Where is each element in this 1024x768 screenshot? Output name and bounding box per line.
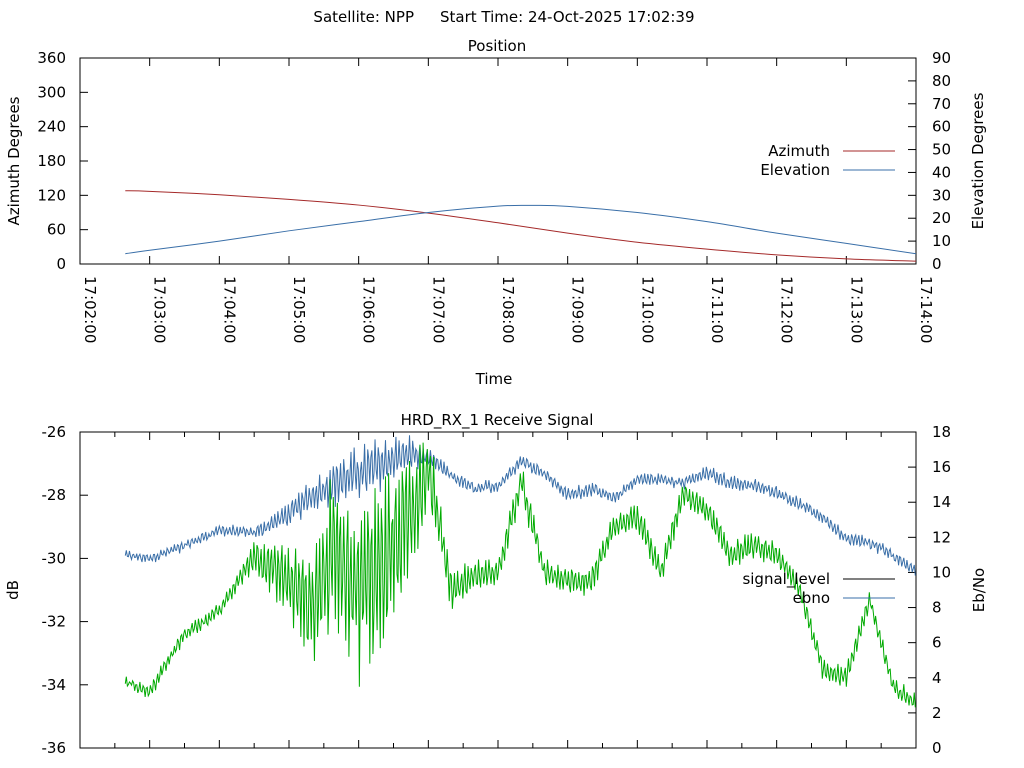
- legend-elevation-label: Elevation: [760, 161, 830, 179]
- db-ticks: -26 -28 -30 -32 -34 -36: [42, 423, 88, 757]
- signal-trace: [124, 435, 916, 576]
- start-time-label: Start Time: 24-Oct-2025 17:02:39: [440, 8, 695, 26]
- time-tick-label: 17:07:00: [429, 276, 447, 343]
- azimuth-tick-label: 180: [37, 152, 66, 170]
- time-tick-label: 17:13:00: [847, 276, 865, 343]
- legend-azimuth-label: Azimuth: [768, 142, 830, 160]
- ebno-tick-label: 18: [932, 423, 951, 441]
- receive-signal-chart: HRD_RX_1 Receive Signal dB Eb/No -26-28-…: [4, 411, 988, 757]
- time-axis-label: Time: [475, 370, 513, 388]
- ebno-ticks: 0 2 4 6 8 10 12 14 16 18: [908, 423, 951, 757]
- position-series: [125, 190, 917, 262]
- db-tick-label: -32: [42, 613, 67, 631]
- ebno-tick-label: 4: [932, 669, 942, 687]
- azimuth-tick-label: 300: [37, 83, 66, 101]
- time-tick-label: 17:09:00: [569, 276, 587, 343]
- receive-time-ticks: [79, 432, 917, 748]
- position-chart-title: Position: [468, 37, 526, 55]
- db-axis-label: dB: [4, 580, 22, 600]
- azimuth-tick-label: 60: [47, 221, 66, 239]
- time-tick-label: 17:02:00: [81, 276, 99, 343]
- elevation-tick-label: 80: [932, 72, 951, 90]
- elevation-tick-label: 70: [932, 95, 951, 113]
- azimuth-tick-label: 240: [37, 118, 66, 136]
- db-tick-label: -30: [42, 549, 67, 567]
- legend-signal-level-label: signal_level: [742, 570, 830, 589]
- satellite-label: Satellite: NPP: [313, 8, 414, 26]
- azimuth-line: [125, 190, 917, 262]
- ebno-axis-label: Eb/No: [970, 568, 988, 612]
- elevation-line: [125, 204, 917, 255]
- elevation-axis-label: Elevation Degrees: [969, 92, 987, 229]
- time-tick-label: 17:05:00: [290, 276, 308, 343]
- db-tick-label: -36: [42, 739, 67, 757]
- db-tick-label: -28: [42, 486, 67, 504]
- db-tick-label: -34: [42, 676, 67, 694]
- azimuth-axis-label: Azimuth Degrees: [5, 96, 23, 225]
- position-legend: Azimuth Elevation: [760, 142, 895, 179]
- elevation-tick-label: 10: [932, 232, 951, 250]
- receive-legend: signal_level ebno: [742, 570, 895, 607]
- receive-plot-frame: [79, 431, 917, 749]
- receive-signal-title: HRD_RX_1 Receive Signal: [401, 411, 594, 430]
- azimuth-tick-label: 0: [56, 255, 66, 273]
- ebno-trace: [124, 442, 916, 708]
- elevation-tick-label: 30: [932, 186, 951, 204]
- ebno-tick-label: 12: [932, 528, 951, 546]
- time-tick-label: 17:12:00: [778, 276, 796, 343]
- db-tick-label: -26: [42, 423, 67, 441]
- legend-ebno-label: ebno: [793, 589, 830, 607]
- time-tick-label: 17:06:00: [360, 276, 378, 343]
- azimuth-ticks: 0 60 120 180 240 300 360: [37, 49, 88, 273]
- ebno-tick-label: 16: [932, 458, 951, 476]
- ebno-tick-label: 14: [932, 493, 951, 511]
- time-tick-label: 17:03:00: [151, 276, 169, 343]
- time-tick-label: 17:14:00: [917, 276, 935, 343]
- elevation-tick-label: 40: [932, 163, 951, 181]
- time-tick-label: 17:11:00: [708, 276, 726, 343]
- elevation-tick-label: 50: [932, 141, 951, 159]
- time-ticks: 17:02:00 17:03:00 17:04:00 17:05:00 17:06:00…: [79, 58, 935, 343]
- elevation-tick-label: 60: [932, 118, 951, 136]
- time-tick-label: 17:04:00: [220, 276, 238, 343]
- time-tick-label: 17:10:00: [638, 276, 656, 343]
- ebno-tick-label: 0: [932, 739, 942, 757]
- azimuth-tick-label: 360: [37, 49, 66, 67]
- azimuth-tick-label: 120: [37, 186, 66, 204]
- elevation-tick-label: 0: [932, 255, 942, 273]
- elevation-ticks: 0 10 20 30 40 50 60 70 80 90: [908, 49, 951, 273]
- ebno-tick-label: 6: [932, 634, 942, 652]
- elevation-tick-label: 20: [932, 209, 951, 227]
- elevation-tick-label: 90: [932, 49, 951, 67]
- ebno-tick-label: 10: [932, 563, 951, 581]
- time-tick-label: 17:08:00: [499, 276, 517, 343]
- position-chart: Position Azimuth Degrees Elevation Degre…: [5, 37, 987, 388]
- ebno-tick-label: 8: [932, 599, 942, 617]
- ebno-tick-label: 2: [932, 704, 942, 722]
- receive-series: [124, 435, 916, 708]
